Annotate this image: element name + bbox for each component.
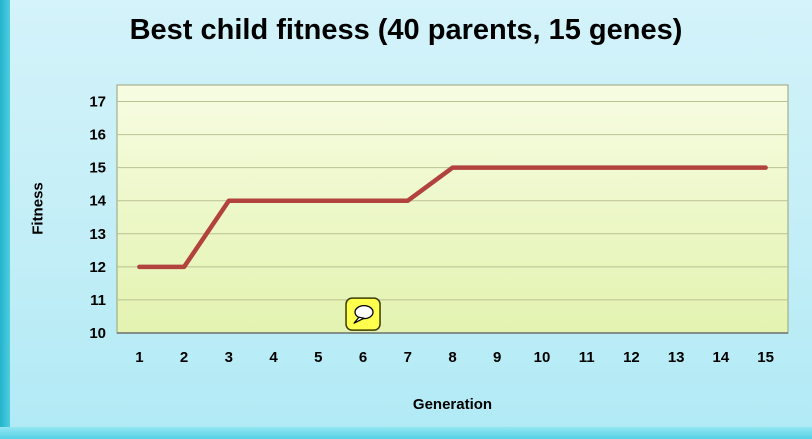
y-tick-label: 10 — [89, 325, 106, 342]
x-axis-title: Generation — [412, 396, 493, 413]
y-tick-label: 13 — [89, 226, 106, 243]
x-tick-label: 3 — [225, 349, 233, 366]
chart-title: Best child fitness (40 parents, 15 genes… — [129, 14, 683, 46]
y-tick-label: 17 — [89, 94, 106, 111]
y-tick-label: 12 — [89, 259, 106, 276]
x-tick-label: 7 — [404, 349, 412, 366]
x-tick-label: 1 — [135, 349, 143, 366]
x-tick-label: 15 — [757, 349, 774, 366]
x-tick-label: 8 — [448, 349, 456, 366]
plot-area — [116, 84, 789, 334]
left-accent-bar — [0, 0, 10, 439]
x-tick-label: 10 — [534, 349, 551, 366]
y-tick-label: 16 — [89, 127, 106, 144]
x-tick-label: 14 — [713, 349, 730, 366]
x-tick-label: 4 — [269, 349, 278, 366]
x-tick-label: 5 — [314, 349, 322, 366]
x-tick-label: 2 — [180, 349, 188, 366]
bottom-accent-bar — [0, 427, 812, 439]
y-tick-label: 15 — [89, 160, 106, 177]
series-line — [137, 165, 768, 270]
x-tick-label: 13 — [668, 349, 685, 366]
comment-bubble-icon[interactable] — [345, 297, 381, 331]
y-tick-label: 14 — [89, 193, 106, 210]
x-tick-label: 12 — [623, 349, 640, 366]
x-tick-label: 11 — [579, 349, 595, 366]
x-tick-label: 9 — [493, 349, 501, 366]
y-tick-label: 11 — [90, 292, 106, 309]
x-tick-label: 6 — [359, 349, 367, 366]
